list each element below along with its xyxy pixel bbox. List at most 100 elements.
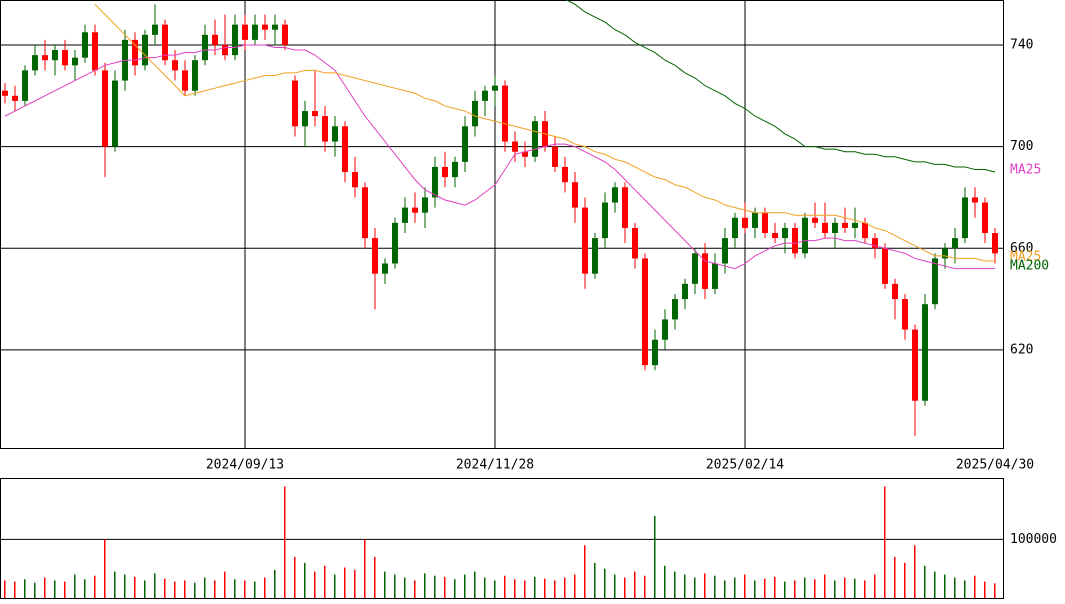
volume-bar bbox=[704, 573, 706, 598]
volume-bar bbox=[504, 575, 506, 598]
candle-body bbox=[652, 339, 658, 366]
x-tick-label: 2024/09/13 bbox=[206, 458, 284, 473]
candle-body bbox=[362, 187, 368, 239]
candle-body bbox=[442, 166, 448, 178]
volume-bar bbox=[264, 577, 266, 598]
candle-body bbox=[192, 60, 198, 91]
candle-body bbox=[452, 161, 458, 178]
candle-body bbox=[352, 172, 358, 188]
volume-bar bbox=[964, 580, 966, 598]
volume-bar bbox=[54, 580, 56, 598]
candle-body bbox=[342, 126, 348, 173]
candle-body bbox=[162, 24, 168, 61]
volume-bar bbox=[904, 562, 906, 598]
candle-body bbox=[922, 304, 928, 401]
candle-body bbox=[32, 55, 38, 71]
candle-body bbox=[142, 34, 148, 66]
ma-line bbox=[94, 3, 995, 262]
candle-body bbox=[182, 70, 188, 91]
candle-body bbox=[222, 44, 228, 56]
candle-body bbox=[392, 222, 398, 264]
volume-bar bbox=[544, 578, 546, 598]
volume-bar bbox=[454, 579, 456, 598]
y-tick-label: 620 bbox=[1010, 342, 1033, 357]
candle-body bbox=[232, 24, 238, 56]
candle-body bbox=[82, 32, 88, 58]
y-tick-label: 700 bbox=[1010, 139, 1033, 154]
volume-bar bbox=[614, 574, 616, 598]
volume-bar bbox=[624, 577, 626, 598]
volume-bar bbox=[164, 578, 166, 598]
volume-bar bbox=[24, 579, 26, 598]
volume-bar bbox=[114, 571, 116, 598]
candle-body bbox=[22, 70, 28, 101]
volume-bar bbox=[94, 575, 96, 598]
volume-bar bbox=[214, 580, 216, 598]
candle-body bbox=[802, 217, 808, 254]
candle-body bbox=[422, 197, 428, 213]
volume-bar bbox=[734, 577, 736, 598]
candle-body bbox=[862, 222, 868, 239]
volume-bar bbox=[64, 581, 66, 598]
candle-body bbox=[62, 50, 68, 66]
volume-bar bbox=[664, 565, 666, 598]
candle-body bbox=[512, 141, 518, 152]
candle-body bbox=[412, 207, 418, 213]
volume-bar bbox=[464, 574, 466, 598]
candle-body bbox=[952, 238, 958, 249]
candle-body bbox=[672, 299, 678, 320]
candle-body bbox=[562, 166, 568, 183]
legend-label: MA25 bbox=[1010, 250, 1041, 265]
volume-bar bbox=[324, 565, 326, 598]
volume-bar bbox=[84, 579, 86, 598]
volume-bar bbox=[104, 539, 106, 598]
legend-label: MA25 bbox=[1010, 163, 1041, 178]
candle-body bbox=[762, 212, 768, 234]
candle-body bbox=[532, 121, 538, 157]
candle-body bbox=[52, 50, 58, 61]
candle-body bbox=[282, 24, 288, 45]
candle-body bbox=[572, 182, 578, 208]
candle-body bbox=[132, 39, 138, 66]
x-tick-label: 2024/11/28 bbox=[456, 458, 534, 473]
candle-body bbox=[432, 166, 438, 198]
volume-bar bbox=[854, 578, 856, 598]
volume-bar bbox=[144, 580, 146, 598]
candle-body bbox=[482, 90, 488, 101]
volume-bar bbox=[74, 574, 76, 598]
candle-body bbox=[382, 263, 388, 274]
volume-bar bbox=[174, 581, 176, 598]
candle-body bbox=[372, 238, 378, 274]
candle-body bbox=[272, 24, 278, 30]
volume-bar bbox=[824, 574, 826, 598]
candle-body bbox=[742, 217, 748, 228]
volume-bar bbox=[654, 515, 656, 598]
volume-bar bbox=[784, 581, 786, 598]
candle-body bbox=[592, 238, 598, 274]
candle-body bbox=[302, 111, 308, 127]
volume-bar bbox=[514, 579, 516, 598]
volume-bar bbox=[794, 580, 796, 598]
volume-bar bbox=[344, 567, 346, 598]
volume-bar bbox=[414, 580, 416, 598]
volume-bar bbox=[234, 579, 236, 598]
candle-body bbox=[2, 90, 8, 96]
volume-bar bbox=[4, 580, 6, 598]
candle-body bbox=[202, 34, 208, 61]
candle-body bbox=[982, 202, 988, 234]
volume-bar bbox=[944, 574, 946, 598]
volume-bar bbox=[864, 580, 866, 598]
candle-body bbox=[212, 34, 218, 45]
candle-body bbox=[332, 126, 338, 142]
volume-bar bbox=[634, 571, 636, 598]
volume-bar bbox=[154, 573, 156, 598]
candle-body bbox=[322, 116, 328, 142]
candle-body bbox=[472, 100, 478, 127]
candle-body bbox=[552, 146, 558, 167]
candle-body bbox=[812, 217, 818, 223]
candle-body bbox=[882, 248, 888, 284]
volume-bar bbox=[294, 556, 296, 598]
volume-bar bbox=[364, 539, 366, 598]
candle-body bbox=[602, 202, 608, 239]
volume-bar bbox=[584, 545, 586, 598]
